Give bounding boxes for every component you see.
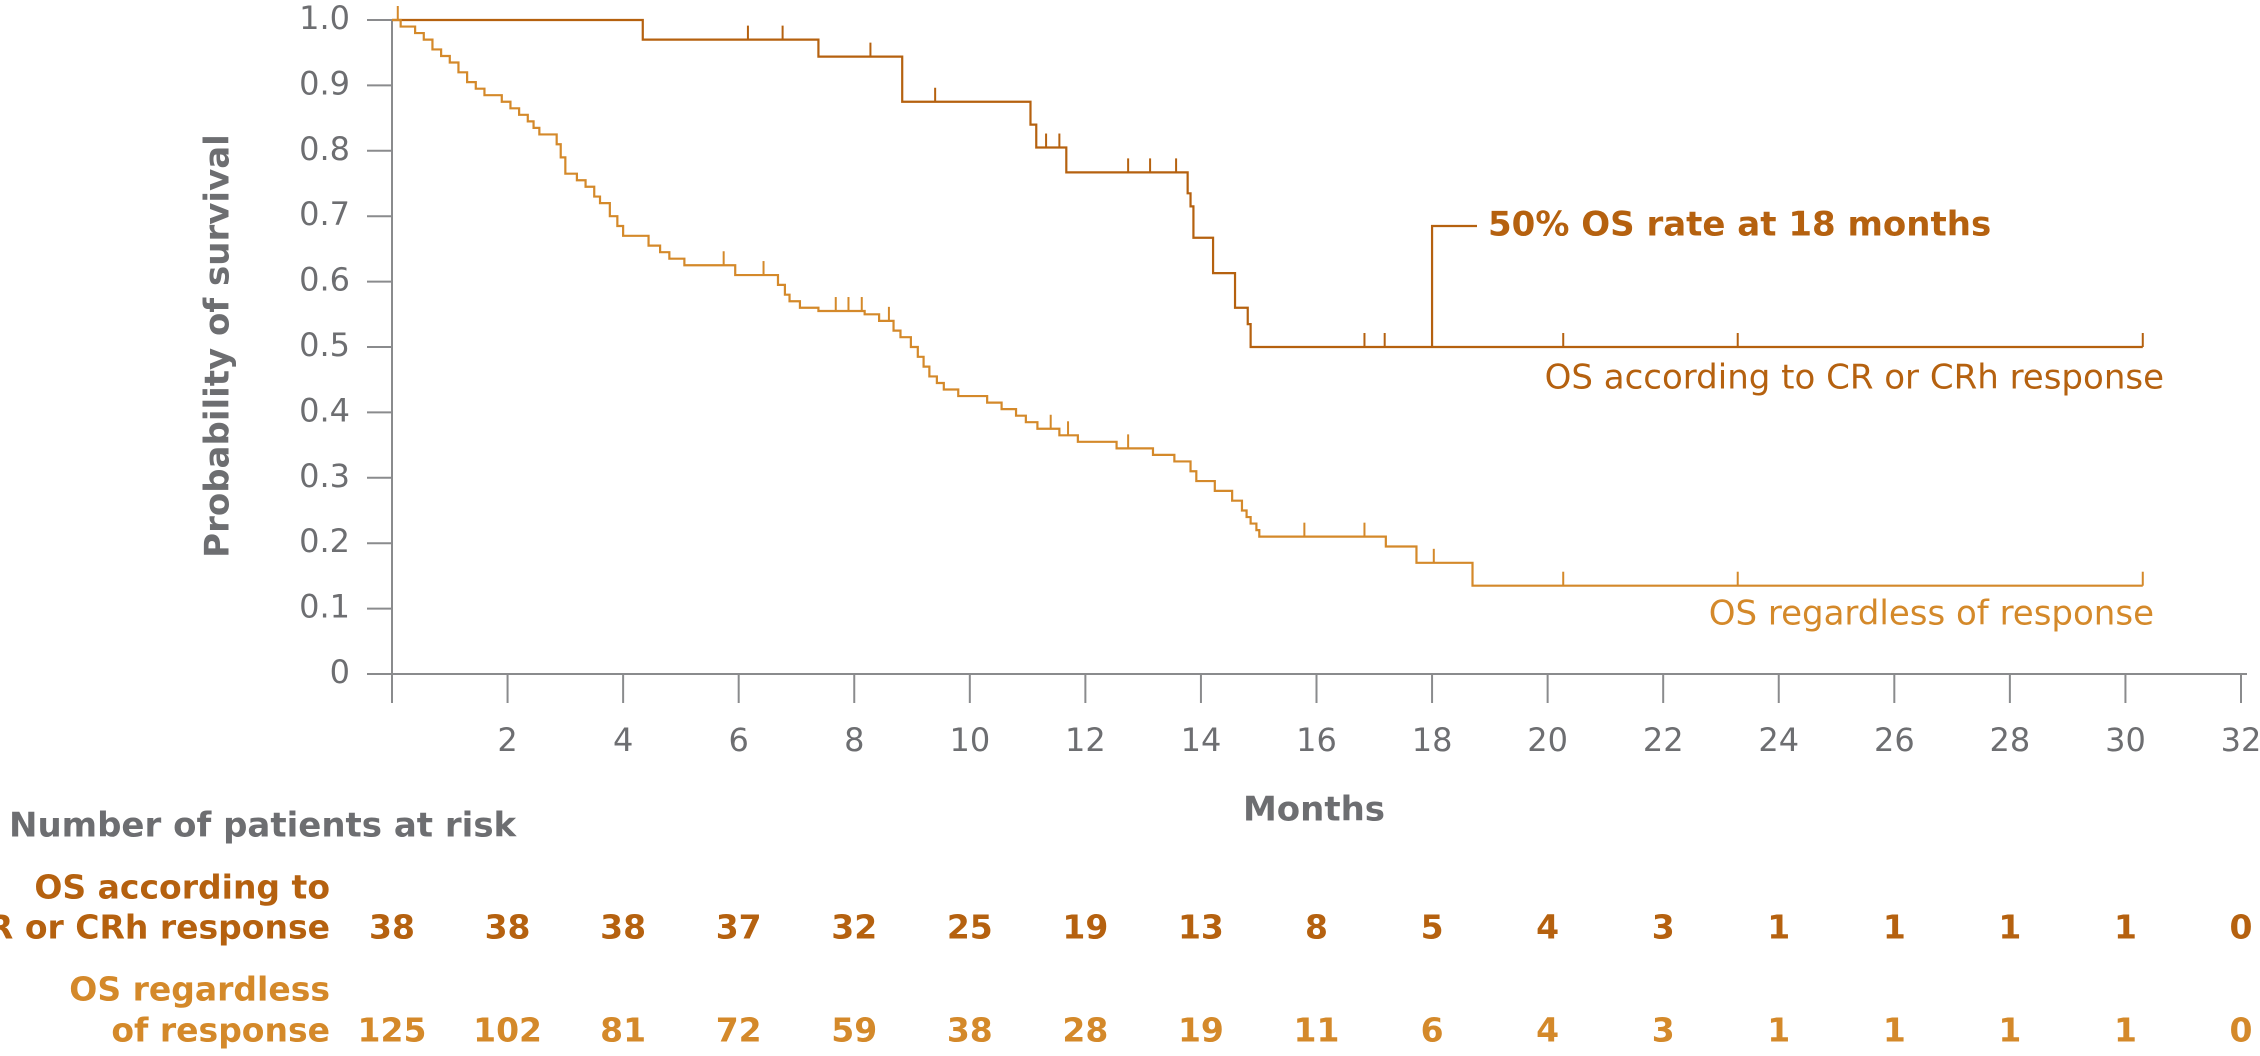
risk-value: 6 bbox=[1421, 1011, 1444, 1050]
x-tick-label: 14 bbox=[1181, 721, 1222, 759]
annotation-line bbox=[1430, 224, 1477, 347]
x-tick-label: 10 bbox=[949, 721, 990, 759]
risk-value: 72 bbox=[716, 1011, 762, 1050]
risk-value: 25 bbox=[947, 908, 993, 947]
y-tick-label: 0.5 bbox=[299, 326, 350, 364]
risk-value: 3 bbox=[1652, 908, 1675, 947]
y-tick-label: 0.6 bbox=[299, 261, 350, 299]
y-axis-title: Probability of survival bbox=[198, 134, 238, 558]
y-tick-label: 0.7 bbox=[299, 195, 350, 233]
risk-value: 59 bbox=[831, 1011, 877, 1050]
series-label: OS regardless of response bbox=[1709, 594, 2154, 634]
x-tick-label: 4 bbox=[613, 721, 633, 759]
risk-value: 125 bbox=[358, 1011, 427, 1050]
risk-value: 1 bbox=[1998, 908, 2021, 947]
risk-value: 1 bbox=[1767, 908, 1790, 947]
risk-value: 19 bbox=[1062, 908, 1108, 947]
x-tick-label: 16 bbox=[1296, 721, 1337, 759]
x-tick-label: 6 bbox=[729, 721, 749, 759]
risk-value: 4 bbox=[1536, 1011, 1559, 1050]
risk-value: 102 bbox=[473, 1011, 542, 1050]
risk-value: 3 bbox=[1652, 1011, 1675, 1050]
risk-row-label: of response bbox=[111, 1011, 330, 1050]
risk-value: 1 bbox=[2114, 1011, 2137, 1050]
risk-value: 1 bbox=[1767, 1011, 1790, 1050]
y-tick-label: 0 bbox=[330, 653, 350, 691]
risk-value: 0 bbox=[2230, 1011, 2253, 1050]
risk-value: 38 bbox=[600, 908, 646, 947]
risk-row-label: CR or CRh response bbox=[0, 908, 330, 947]
survival-curve bbox=[392, 18, 2143, 349]
risk-value: 5 bbox=[1421, 908, 1444, 947]
x-tick-label: 28 bbox=[1990, 721, 2031, 759]
y-tick-label: 0.9 bbox=[299, 64, 350, 102]
risk-row-label: OS regardless bbox=[69, 970, 330, 1009]
x-tick-label: 8 bbox=[844, 721, 864, 759]
x-tick-label: 24 bbox=[1758, 721, 1799, 759]
risk-value: 4 bbox=[1536, 908, 1559, 947]
annotation-text: 50% OS rate at 18 months bbox=[1488, 205, 1991, 245]
risk-value: 8 bbox=[1305, 908, 1328, 947]
risk-value: 1 bbox=[1998, 1011, 2021, 1050]
risk-value: 11 bbox=[1294, 1011, 1340, 1050]
x-tick-label: 30 bbox=[2105, 721, 2146, 759]
risk-value: 38 bbox=[947, 1011, 993, 1050]
x-tick-label: 2 bbox=[497, 721, 517, 759]
x-tick-label: 20 bbox=[1527, 721, 1568, 759]
risk-value: 81 bbox=[600, 1011, 646, 1050]
risk-value: 1 bbox=[1883, 1011, 1906, 1050]
risk-value: 38 bbox=[485, 908, 531, 947]
y-tick-label: 1.0 bbox=[299, 0, 350, 37]
x-tick-label: 26 bbox=[1874, 721, 1915, 759]
risk-value: 32 bbox=[831, 908, 877, 947]
y-tick-label: 0.8 bbox=[299, 130, 350, 168]
series-label: OS according to CR or CRh response bbox=[1545, 358, 2164, 398]
survival-curve bbox=[392, 18, 2143, 587]
risk-value: 13 bbox=[1178, 908, 1224, 947]
risk-row-label: OS according to bbox=[34, 868, 330, 907]
risk-table-title: Number of patients at risk bbox=[9, 806, 518, 846]
y-tick-label: 0.3 bbox=[299, 457, 350, 495]
x-tick-label: 18 bbox=[1412, 721, 1453, 759]
risk-value: 37 bbox=[716, 908, 762, 947]
risk-value: 0 bbox=[2230, 908, 2253, 947]
x-tick-label: 22 bbox=[1643, 721, 1684, 759]
risk-value: 38 bbox=[369, 908, 415, 947]
risk-value: 19 bbox=[1178, 1011, 1224, 1050]
x-axis-title: Months bbox=[1243, 790, 1385, 830]
risk-value: 28 bbox=[1062, 1011, 1108, 1050]
risk-value: 1 bbox=[1883, 908, 1906, 947]
y-tick-label: 0.2 bbox=[299, 522, 350, 560]
x-tick-label: 12 bbox=[1065, 721, 1106, 759]
y-tick-label: 0.4 bbox=[299, 391, 350, 429]
y-tick-label: 0.1 bbox=[299, 588, 350, 626]
x-tick-label: 32 bbox=[2221, 721, 2260, 759]
risk-value: 1 bbox=[2114, 908, 2137, 947]
